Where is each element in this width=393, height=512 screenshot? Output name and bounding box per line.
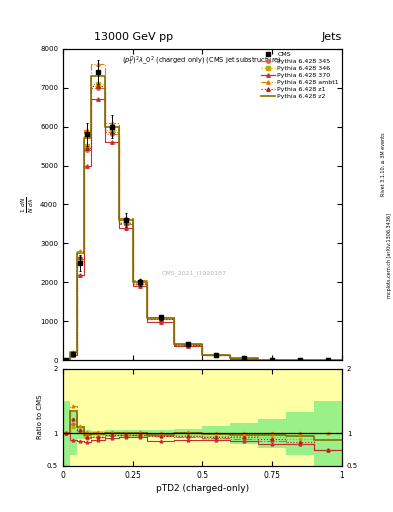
Legend: CMS, Pythia 6.428 345, Pythia 6.428 346, Pythia 6.428 370, Pythia 6.428 ambt1, P: CMS, Pythia 6.428 345, Pythia 6.428 346,… bbox=[260, 51, 340, 100]
Text: mcplots.cern.ch [arXiv:1306.3436]: mcplots.cern.ch [arXiv:1306.3436] bbox=[387, 214, 391, 298]
Text: Jets: Jets bbox=[321, 32, 342, 42]
Text: CMS_2021_I1920187: CMS_2021_I1920187 bbox=[162, 270, 226, 276]
Text: 13000 GeV pp: 13000 GeV pp bbox=[94, 32, 173, 42]
Text: $(p_T^D)^2\lambda\_0^2$ (charged only) (CMS jet substructure): $(p_T^D)^2\lambda\_0^2$ (charged only) (… bbox=[123, 55, 282, 68]
Text: Rivet 3.1.10, ≥ 3M events: Rivet 3.1.10, ≥ 3M events bbox=[381, 132, 386, 196]
X-axis label: pTD2 (charged-only): pTD2 (charged-only) bbox=[156, 484, 249, 493]
Y-axis label: $\frac{1}{N}\,\frac{dN}{d\lambda}$: $\frac{1}{N}\,\frac{dN}{d\lambda}$ bbox=[19, 196, 36, 213]
Y-axis label: Ratio to CMS: Ratio to CMS bbox=[37, 395, 43, 439]
